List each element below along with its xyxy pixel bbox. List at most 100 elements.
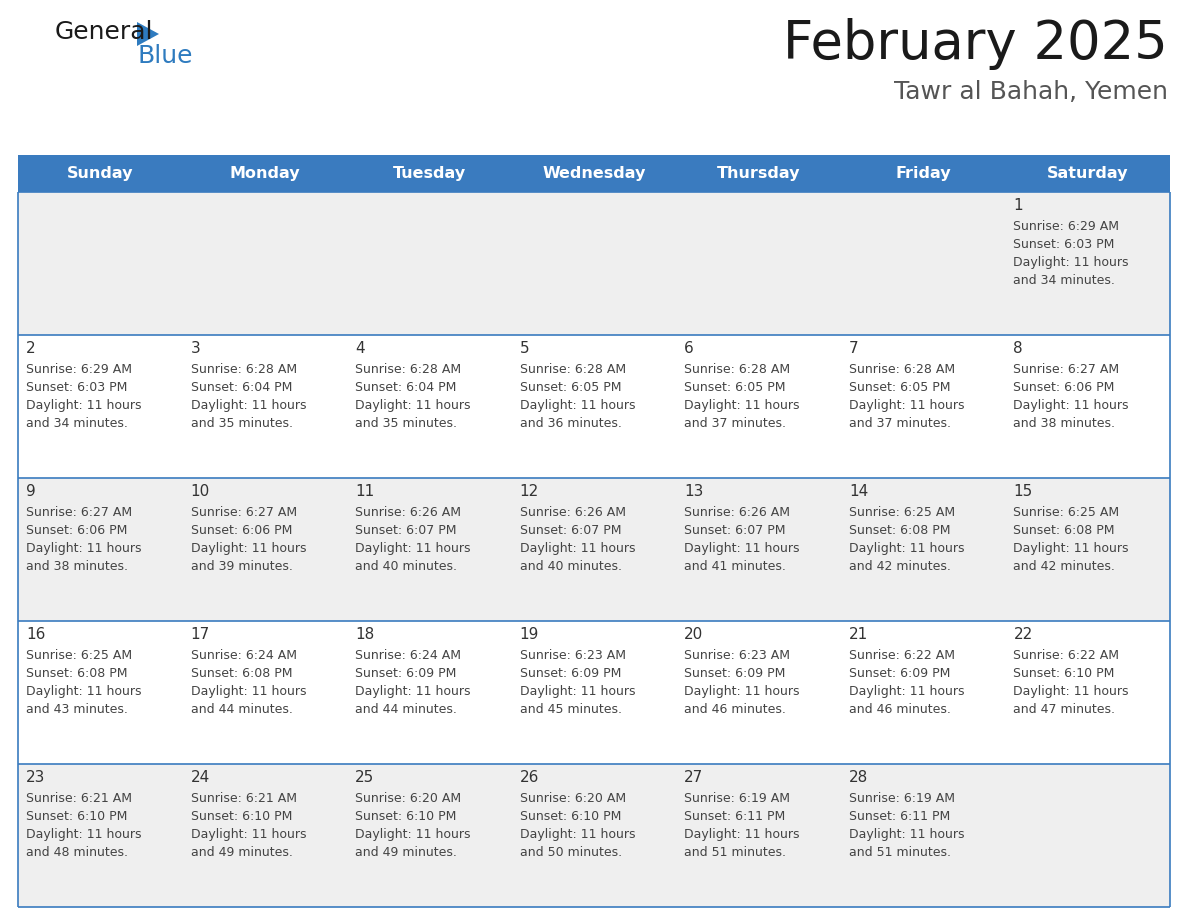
Text: Sunset: 6:09 PM: Sunset: 6:09 PM — [849, 667, 950, 680]
Text: Sunrise: 6:19 AM: Sunrise: 6:19 AM — [849, 792, 955, 805]
Text: 24: 24 — [190, 770, 210, 785]
Text: Sunrise: 6:27 AM: Sunrise: 6:27 AM — [26, 506, 132, 519]
Text: 27: 27 — [684, 770, 703, 785]
Text: 26: 26 — [519, 770, 539, 785]
Text: 6: 6 — [684, 341, 694, 356]
Text: and 40 minutes.: and 40 minutes. — [519, 560, 621, 573]
Text: and 44 minutes.: and 44 minutes. — [190, 703, 292, 716]
Text: and 46 minutes.: and 46 minutes. — [849, 703, 950, 716]
Text: Sunrise: 6:26 AM: Sunrise: 6:26 AM — [684, 506, 790, 519]
Text: 20: 20 — [684, 627, 703, 642]
Text: Daylight: 11 hours: Daylight: 11 hours — [1013, 399, 1129, 412]
Text: Sunrise: 6:27 AM: Sunrise: 6:27 AM — [1013, 363, 1119, 376]
Text: Blue: Blue — [137, 44, 192, 68]
Text: Sunrise: 6:26 AM: Sunrise: 6:26 AM — [355, 506, 461, 519]
Text: 12: 12 — [519, 484, 539, 499]
Text: Daylight: 11 hours: Daylight: 11 hours — [26, 542, 141, 555]
Text: Daylight: 11 hours: Daylight: 11 hours — [26, 399, 141, 412]
Text: Monday: Monday — [229, 166, 301, 181]
Text: Sunset: 6:05 PM: Sunset: 6:05 PM — [519, 381, 621, 394]
Text: Daylight: 11 hours: Daylight: 11 hours — [26, 828, 141, 841]
Bar — [18, 478, 1170, 621]
Text: Sunrise: 6:20 AM: Sunrise: 6:20 AM — [519, 792, 626, 805]
Text: Sunrise: 6:19 AM: Sunrise: 6:19 AM — [684, 792, 790, 805]
Text: and 45 minutes.: and 45 minutes. — [519, 703, 621, 716]
Bar — [18, 192, 1170, 335]
Text: Sunrise: 6:21 AM: Sunrise: 6:21 AM — [26, 792, 132, 805]
Text: Daylight: 11 hours: Daylight: 11 hours — [1013, 256, 1129, 269]
Text: 14: 14 — [849, 484, 868, 499]
Text: Sunrise: 6:27 AM: Sunrise: 6:27 AM — [190, 506, 297, 519]
Text: Tuesday: Tuesday — [393, 166, 466, 181]
Text: Sunset: 6:08 PM: Sunset: 6:08 PM — [849, 524, 950, 537]
Text: and 40 minutes.: and 40 minutes. — [355, 560, 457, 573]
Text: Sunrise: 6:22 AM: Sunrise: 6:22 AM — [1013, 649, 1119, 662]
Text: and 48 minutes.: and 48 minutes. — [26, 846, 128, 859]
Text: Friday: Friday — [896, 166, 950, 181]
Text: Sunrise: 6:28 AM: Sunrise: 6:28 AM — [355, 363, 461, 376]
Text: and 51 minutes.: and 51 minutes. — [684, 846, 786, 859]
Text: Daylight: 11 hours: Daylight: 11 hours — [355, 399, 470, 412]
Text: Daylight: 11 hours: Daylight: 11 hours — [355, 828, 470, 841]
Text: Sunrise: 6:29 AM: Sunrise: 6:29 AM — [1013, 220, 1119, 233]
Text: 17: 17 — [190, 627, 210, 642]
Text: 22: 22 — [1013, 627, 1032, 642]
Text: Daylight: 11 hours: Daylight: 11 hours — [849, 685, 965, 698]
Text: and 35 minutes.: and 35 minutes. — [190, 417, 292, 430]
Text: Sunrise: 6:20 AM: Sunrise: 6:20 AM — [355, 792, 461, 805]
Text: and 38 minutes.: and 38 minutes. — [1013, 417, 1116, 430]
Text: and 49 minutes.: and 49 minutes. — [355, 846, 457, 859]
Text: Sunset: 6:07 PM: Sunset: 6:07 PM — [519, 524, 621, 537]
Text: Daylight: 11 hours: Daylight: 11 hours — [1013, 685, 1129, 698]
Text: 19: 19 — [519, 627, 539, 642]
Text: Daylight: 11 hours: Daylight: 11 hours — [1013, 542, 1129, 555]
Text: and 42 minutes.: and 42 minutes. — [849, 560, 950, 573]
Text: 16: 16 — [26, 627, 45, 642]
Text: Daylight: 11 hours: Daylight: 11 hours — [519, 828, 636, 841]
Text: Sunset: 6:05 PM: Sunset: 6:05 PM — [684, 381, 785, 394]
Text: and 39 minutes.: and 39 minutes. — [190, 560, 292, 573]
Text: Thursday: Thursday — [716, 166, 801, 181]
Text: Daylight: 11 hours: Daylight: 11 hours — [190, 828, 307, 841]
Text: Daylight: 11 hours: Daylight: 11 hours — [684, 542, 800, 555]
Text: Daylight: 11 hours: Daylight: 11 hours — [849, 399, 965, 412]
Text: Sunset: 6:08 PM: Sunset: 6:08 PM — [190, 667, 292, 680]
Text: Daylight: 11 hours: Daylight: 11 hours — [26, 685, 141, 698]
Text: 23: 23 — [26, 770, 45, 785]
Text: and 43 minutes.: and 43 minutes. — [26, 703, 128, 716]
Text: Sunrise: 6:25 AM: Sunrise: 6:25 AM — [1013, 506, 1119, 519]
Text: Sunset: 6:07 PM: Sunset: 6:07 PM — [684, 524, 785, 537]
Text: Daylight: 11 hours: Daylight: 11 hours — [355, 542, 470, 555]
Text: Daylight: 11 hours: Daylight: 11 hours — [684, 399, 800, 412]
Text: and 37 minutes.: and 37 minutes. — [849, 417, 950, 430]
Text: Daylight: 11 hours: Daylight: 11 hours — [684, 685, 800, 698]
Text: and 42 minutes.: and 42 minutes. — [1013, 560, 1116, 573]
Text: 18: 18 — [355, 627, 374, 642]
Text: Sunset: 6:10 PM: Sunset: 6:10 PM — [190, 810, 292, 823]
Text: Daylight: 11 hours: Daylight: 11 hours — [519, 685, 636, 698]
Text: and 34 minutes.: and 34 minutes. — [26, 417, 128, 430]
Text: Sunrise: 6:28 AM: Sunrise: 6:28 AM — [519, 363, 626, 376]
Text: Daylight: 11 hours: Daylight: 11 hours — [519, 399, 636, 412]
Text: and 51 minutes.: and 51 minutes. — [849, 846, 950, 859]
Text: 1: 1 — [1013, 198, 1023, 213]
Text: 15: 15 — [1013, 484, 1032, 499]
Text: Daylight: 11 hours: Daylight: 11 hours — [355, 685, 470, 698]
Text: Sunset: 6:03 PM: Sunset: 6:03 PM — [26, 381, 127, 394]
Text: Sunset: 6:10 PM: Sunset: 6:10 PM — [355, 810, 456, 823]
Text: Sunrise: 6:28 AM: Sunrise: 6:28 AM — [849, 363, 955, 376]
Text: Daylight: 11 hours: Daylight: 11 hours — [684, 828, 800, 841]
Bar — [18, 764, 1170, 907]
Text: Daylight: 11 hours: Daylight: 11 hours — [190, 399, 307, 412]
Text: and 37 minutes.: and 37 minutes. — [684, 417, 786, 430]
Text: 7: 7 — [849, 341, 859, 356]
Text: 5: 5 — [519, 341, 530, 356]
Text: and 44 minutes.: and 44 minutes. — [355, 703, 457, 716]
Text: Sunrise: 6:28 AM: Sunrise: 6:28 AM — [684, 363, 790, 376]
Text: Sunset: 6:06 PM: Sunset: 6:06 PM — [26, 524, 127, 537]
Text: 11: 11 — [355, 484, 374, 499]
Text: Daylight: 11 hours: Daylight: 11 hours — [190, 542, 307, 555]
Text: Sunset: 6:08 PM: Sunset: 6:08 PM — [1013, 524, 1114, 537]
Text: and 49 minutes.: and 49 minutes. — [190, 846, 292, 859]
Text: and 47 minutes.: and 47 minutes. — [1013, 703, 1116, 716]
